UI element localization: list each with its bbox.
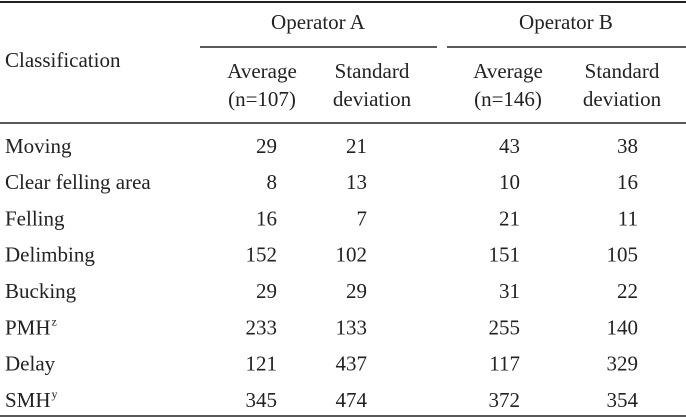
cell: 121 <box>246 352 278 376</box>
row-label: Delimbing <box>5 243 95 267</box>
column-header: Average <box>473 59 543 83</box>
cell: 474 <box>336 388 368 412</box>
cell: 31 <box>499 279 520 303</box>
cell: 105 <box>607 243 639 267</box>
cell: 437 <box>336 352 368 376</box>
cell: 11 <box>618 206 638 230</box>
row-label: Felling <box>5 206 65 230</box>
cell: 22 <box>617 279 638 303</box>
cell: 140 <box>607 315 639 339</box>
column-header: Standard <box>585 59 660 83</box>
column-header: deviation <box>583 87 662 111</box>
row-label: SMH <box>5 388 51 412</box>
column-header: (n=146) <box>474 87 542 111</box>
cell: 372 <box>489 388 521 412</box>
row-label: Moving <box>5 134 72 158</box>
group-header: Operator A <box>271 10 366 34</box>
cell: 255 <box>489 315 521 339</box>
row-label-header: Classification <box>5 48 121 72</box>
cell: 133 <box>336 315 368 339</box>
cell: 354 <box>607 388 639 412</box>
column-header: Standard <box>335 59 410 83</box>
cell: 29 <box>256 134 277 158</box>
row-label: PMH <box>5 315 51 339</box>
cell: 10 <box>499 170 520 194</box>
row-label: Bucking <box>5 279 77 303</box>
cell: 233 <box>246 315 278 339</box>
superscript: z <box>52 314 57 328</box>
cell: 16 <box>617 170 638 194</box>
cell: 8 <box>267 170 278 194</box>
superscript: y <box>52 387 58 401</box>
cell: 29 <box>256 279 277 303</box>
cell: 345 <box>246 388 278 412</box>
cell: 38 <box>617 134 638 158</box>
cell: 329 <box>607 352 639 376</box>
cell: 151 <box>489 243 521 267</box>
cell: 152 <box>246 243 278 267</box>
cell: 29 <box>346 279 367 303</box>
row-label: Delay <box>5 352 56 376</box>
cell: 43 <box>499 134 520 158</box>
cell: 102 <box>336 243 368 267</box>
cell: 13 <box>346 170 367 194</box>
cell: 21 <box>346 134 367 158</box>
cell: 117 <box>489 352 520 376</box>
cell: 21 <box>499 206 520 230</box>
column-header: (n=107) <box>228 87 296 111</box>
group-header: Operator B <box>519 10 613 34</box>
cell: 16 <box>256 206 277 230</box>
cell: 7 <box>357 206 368 230</box>
row-label: Clear felling area <box>5 170 151 194</box>
column-header: deviation <box>333 87 412 111</box>
column-header: Average <box>227 59 297 83</box>
